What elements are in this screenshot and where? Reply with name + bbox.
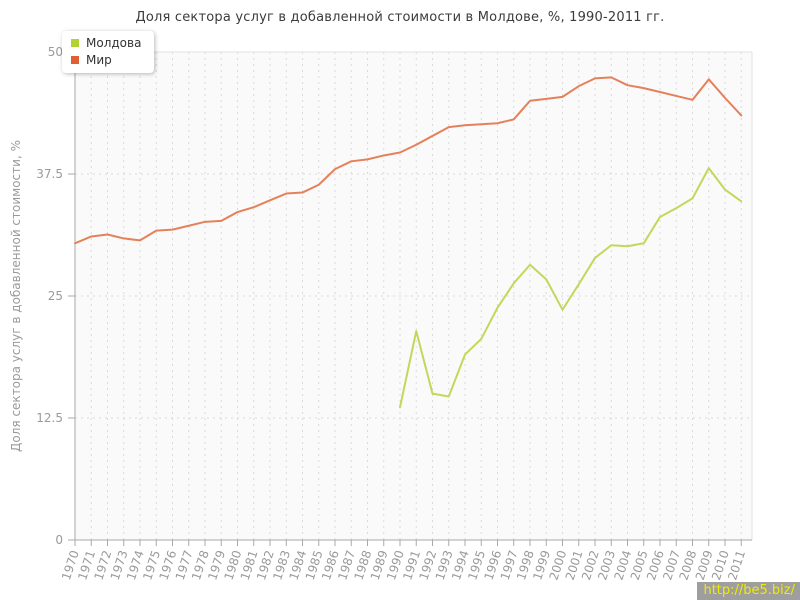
plot-border	[75, 51, 753, 540]
legend-label-moldova: Молдова	[86, 36, 142, 50]
svg-text:0: 0	[55, 533, 63, 547]
legend-item-mir[interactable]: Мир	[71, 53, 141, 67]
watermark-link[interactable]: http://be5.biz/	[697, 582, 800, 600]
svg-text:12.5: 12.5	[36, 411, 63, 425]
series-line-mir	[74, 76, 743, 245]
series-line-moldova	[399, 167, 743, 409]
svg-text:25: 25	[48, 289, 63, 303]
legend: Молдова Мир	[62, 31, 155, 73]
chart-title: Доля сектора услуг в добавленной стоимос…	[135, 10, 665, 25]
y-gridlines	[75, 173, 752, 419]
y-axis-title: Доля сектора услуг в добавленной стоимос…	[9, 140, 23, 452]
legend-label-mir: Мир	[86, 53, 112, 67]
y-tick-labels: 0 12.5 25 37.5 50	[36, 45, 63, 547]
svg-text:37.5: 37.5	[36, 167, 63, 181]
legend-item-moldova[interactable]: Молдова	[71, 36, 141, 50]
legend-marker-mir	[71, 56, 79, 64]
x-tick-labels: 1970197119721973197419751976197719781979…	[59, 549, 748, 582]
plot-background	[75, 52, 752, 540]
legend-marker-moldova	[71, 39, 79, 47]
axes	[68, 45, 752, 546]
svg-text:50: 50	[48, 45, 63, 59]
